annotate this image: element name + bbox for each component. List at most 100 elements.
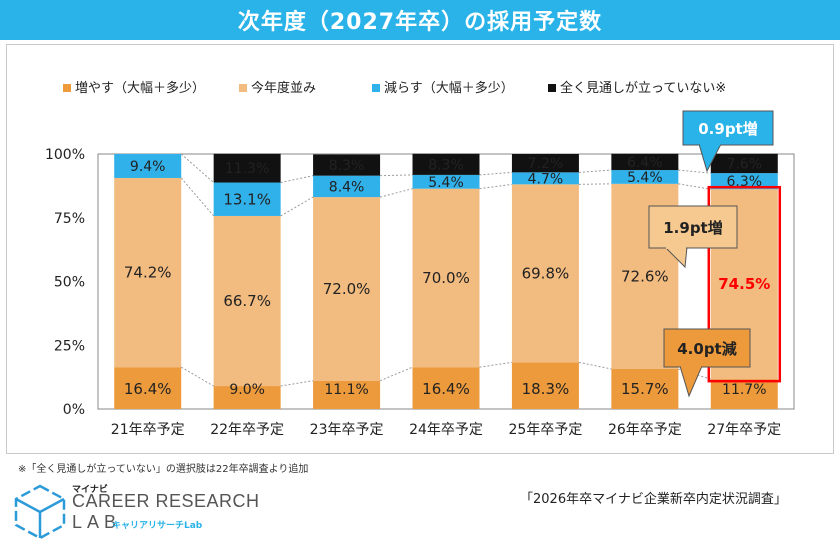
data-label-5-0: 15.7% [621, 380, 669, 398]
connector-0-1 [180, 177, 215, 217]
x-tick-label-4: 25年卒予定 [509, 422, 583, 438]
connector-2-1 [379, 188, 413, 198]
data-label-1-0: 9.0% [229, 382, 265, 398]
callout-box-1 [648, 205, 738, 249]
bar-0-series-2 [114, 154, 182, 178]
data-label-5-1: 72.6% [621, 267, 669, 285]
data-label-1-3: 11.3% [225, 161, 269, 177]
connector-4-0 [578, 361, 612, 370]
legend-label-0: 増やす（大幅＋多少） [75, 80, 205, 96]
bar-2-series-0 [313, 380, 381, 409]
data-label-3-3: 8.3% [428, 157, 464, 173]
data-label-2-2: 8.4% [329, 179, 365, 195]
legend-label-1: 今年度並み [251, 80, 316, 96]
callout-text-1: 1.9pt増 [663, 219, 722, 237]
data-label-6-0: 11.7% [722, 382, 766, 398]
bar-1-series-3 [213, 153, 281, 183]
bar-2-series-3 [313, 154, 381, 176]
data-label-5-2: 5.4% [627, 170, 663, 186]
callout-seam-1 [666, 246, 686, 249]
bar-1-series-0 [213, 386, 281, 409]
bar-0-series-0 [114, 367, 182, 409]
connector-3-0 [479, 361, 513, 368]
data-label-4-0: 18.3% [522, 380, 570, 398]
legend-swatch-1 [239, 84, 247, 92]
x-tick-label-3: 24年卒予定 [409, 422, 483, 438]
data-label-2-3: 8.3% [329, 158, 365, 174]
legend-swatch-3 [548, 84, 556, 92]
data-label-2-1: 72.0% [323, 280, 371, 298]
stacked-bar-chart: 増やす（大幅＋多少） 今年度並み 減らす（大幅＋多少） 全く見通しが立っていない※ 0%… [45, 80, 795, 438]
y-tick-label-1: 25% [54, 338, 85, 354]
bar-1-series-1 [213, 215, 281, 387]
brand-small-text: マイナビ [72, 485, 108, 495]
bar-4-series-3 [511, 154, 579, 173]
legend-label-2: 減らす（大幅＋多少） [384, 80, 514, 96]
brand-logo [8, 480, 248, 540]
data-label-0-2: 9.4% [130, 159, 166, 175]
legend-swatch-0 [63, 84, 71, 92]
bar-0-series-1 [114, 177, 182, 368]
chart-frame: 増やす（大幅＋多少） 今年度並み 減らす（大幅＋多少） 全く見通しが立っていない※ 0%… [6, 44, 834, 454]
callout-text-0: 0.9pt増 [698, 120, 757, 138]
connector-3-1 [479, 183, 512, 190]
bar-4-series-1 [511, 184, 579, 363]
connector-3-2 [479, 171, 512, 176]
callout-pointer-2 [679, 365, 703, 398]
footnote: ※「全く見通しが立っていない」の選択肢は22年卒調査より追加 [18, 464, 309, 475]
connector-5-2 [678, 169, 711, 174]
data-label-6-3: 7.6% [726, 156, 762, 172]
bar-5-series-0 [611, 368, 679, 409]
connector-2-2 [380, 174, 413, 177]
data-label-4-1: 69.8% [522, 264, 570, 282]
data-label-6-1: 74.5% [718, 275, 770, 293]
cube-logo-icon [14, 484, 66, 540]
data-label-2-0: 11.1% [324, 382, 368, 398]
bar-5-series-3 [611, 153, 679, 171]
x-tick-label-6: 27年卒予定 [707, 422, 781, 438]
bar-4-series-0 [511, 362, 579, 409]
connector-4-1 [578, 183, 612, 185]
bar-3-series-1 [412, 188, 480, 368]
connector-1-2 [280, 175, 314, 184]
brand-lab-text: LAB [72, 512, 122, 532]
bar-4-series-2 [511, 172, 579, 185]
data-label-3-0: 16.4% [422, 380, 470, 398]
data-label-0-1: 74.2% [124, 264, 172, 282]
bar-3-series-0 [412, 367, 480, 409]
connector-1-0 [280, 380, 314, 387]
legend-swatch-2 [372, 84, 380, 92]
callout-box-0 [682, 110, 774, 146]
y-tick-label-0: 0% [63, 402, 85, 418]
x-tick-label-2: 23年卒予定 [310, 422, 384, 438]
brand-main-text: CAREER RESEARCH [72, 491, 260, 511]
data-label-3-1: 70.0% [422, 269, 470, 287]
data-label-3-2: 5.4% [428, 175, 464, 191]
bar-6-series-2 [710, 173, 778, 190]
source-citation: 「2026年卒マイナビ企業新卒内定状況調査」 [520, 492, 787, 507]
data-label-5-3: 6.4% [627, 155, 663, 171]
data-label-0-0: 16.4% [124, 380, 172, 398]
connector-2-0 [379, 366, 413, 382]
bar-3-series-3 [412, 153, 480, 175]
bar-1-series-2 [213, 182, 281, 216]
callout-text-2: 4.0pt減 [677, 340, 736, 358]
highlight-box [707, 185, 782, 383]
bar-6-series-3 [710, 153, 778, 174]
x-tick-label-5: 26年卒予定 [608, 422, 682, 438]
chart-title: 次年度（2027年卒）の採用予定数 [0, 0, 840, 40]
y-tick-label-2: 50% [54, 275, 85, 291]
callout-seam-2 [681, 365, 701, 368]
data-label-4-3: 7.2% [528, 156, 564, 172]
callout-box-2 [663, 328, 751, 368]
legend-label-3: 全く見通しが立っていない※ [560, 80, 726, 96]
y-tick-label-4: 100% [45, 147, 85, 163]
brand-kana-text: キャリアリサーチLab [112, 521, 203, 531]
connector-5-1 [678, 183, 711, 190]
y-tick-label-3: 75% [54, 211, 85, 227]
x-tick-label-1: 22年卒予定 [210, 422, 284, 438]
connector-1-1 [280, 196, 314, 217]
callout-seam-0 [700, 143, 720, 146]
connector-0-2 [180, 153, 214, 183]
bar-3-series-2 [412, 174, 480, 189]
